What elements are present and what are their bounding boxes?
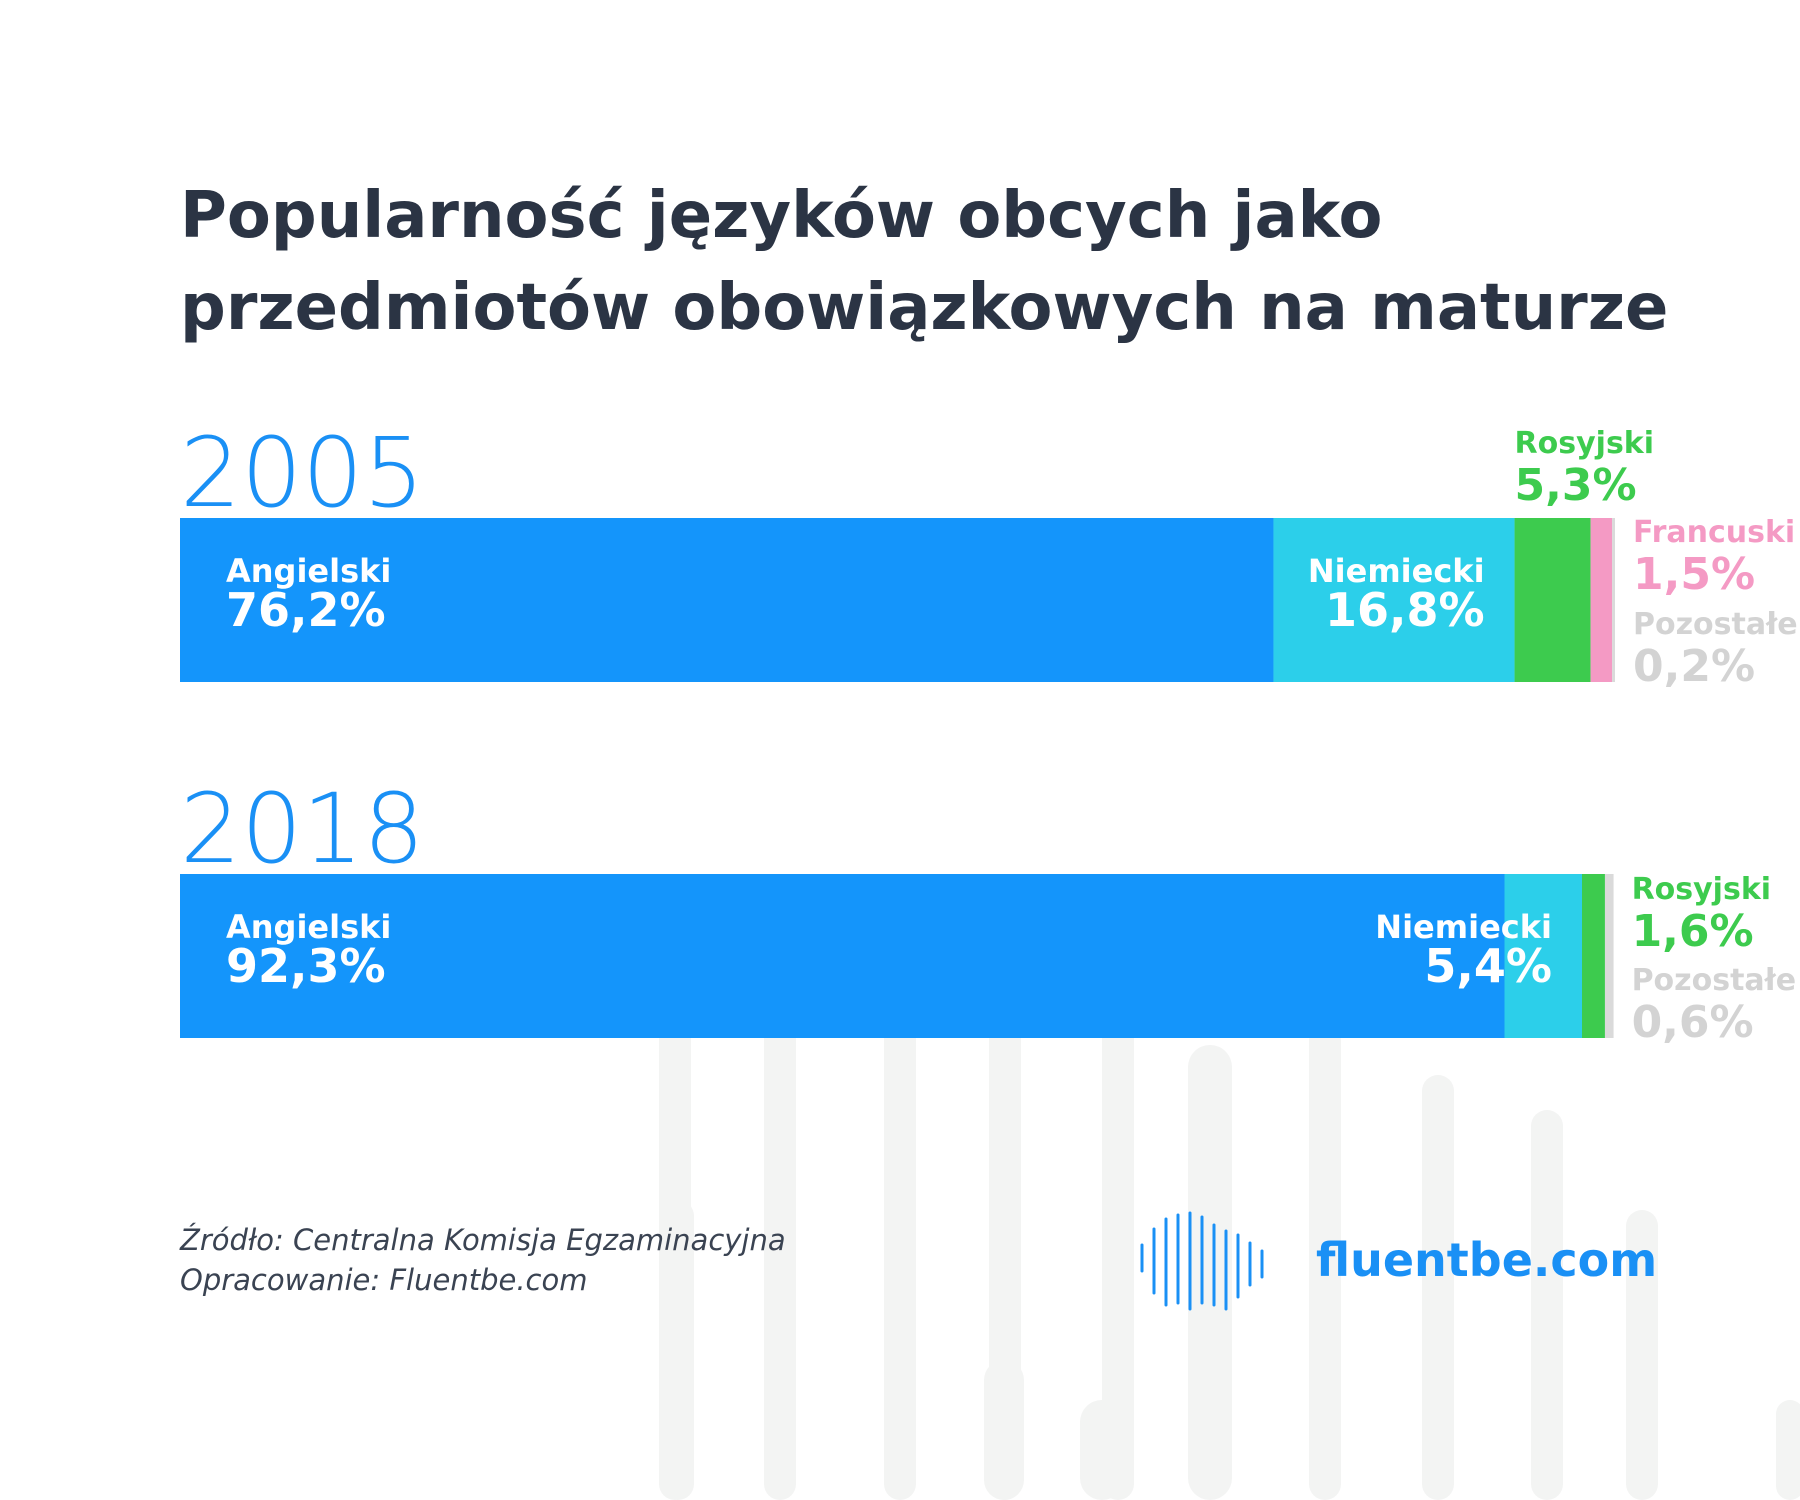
bar-segment xyxy=(180,518,1274,682)
segment-name-label: Angielski xyxy=(226,908,391,946)
background-stripe xyxy=(1080,1400,1124,1500)
segment-value-label: 1,5% xyxy=(1633,549,1755,600)
background-stripe xyxy=(1102,970,1134,1500)
segment-name-label: Rosyjski xyxy=(1515,426,1655,461)
segment-value-label: 76,2% xyxy=(226,583,386,637)
bar-segment xyxy=(1514,518,1591,682)
segment-name-label: Angielski xyxy=(226,552,391,590)
background-stripe xyxy=(1188,1045,1232,1500)
segment-value-label: 0,2% xyxy=(1633,641,1755,692)
soundwave-map-icon xyxy=(1140,1211,1264,1311)
segment-name-label: Francuski xyxy=(1633,515,1795,550)
segment-name-label: Niemiecki xyxy=(1308,552,1485,590)
chart-title-line-1: Popularność języków obcych jako xyxy=(180,179,1383,253)
background-stripe xyxy=(662,1200,694,1500)
bar-segment xyxy=(1581,874,1605,1038)
chart-title-line-2: przedmiotów obowiązkowych na maturze xyxy=(180,271,1669,345)
segment-value-label: 0,6% xyxy=(1632,997,1754,1048)
bar-segment xyxy=(1604,874,1614,1038)
segment-value-label: 92,3% xyxy=(226,939,386,993)
segment-value-label: 5,3% xyxy=(1515,460,1637,511)
background-stripe xyxy=(984,1360,1024,1500)
bar-segment xyxy=(1590,518,1613,682)
segment-value-label: 5,4% xyxy=(1424,939,1552,993)
fluentbe-logo[interactable]: fluentbe.com xyxy=(1138,1205,1657,1315)
chart-title: Popularność języków obcych jako przedmio… xyxy=(180,170,1740,354)
background-stripe xyxy=(1626,1210,1658,1500)
source-note: Źródło: Centralna Komisja Egzaminacyjna … xyxy=(180,1220,786,1300)
background-stripe xyxy=(1309,1025,1341,1500)
year-label: 2018 xyxy=(180,773,424,885)
bar-segment xyxy=(180,874,1505,1038)
bar-segment xyxy=(1273,518,1515,682)
segment-value-label: 16,8% xyxy=(1325,583,1485,637)
bar-segment xyxy=(1504,874,1582,1038)
author-text: Opracowanie: Fluentbe.com xyxy=(180,1263,588,1297)
background-stripe xyxy=(1531,1110,1563,1500)
segment-name-label: Rosyjski xyxy=(1632,872,1772,907)
background-stripe xyxy=(764,900,796,1500)
year-label: 2005 xyxy=(180,417,424,529)
segment-name-label: Niemiecki xyxy=(1375,908,1552,946)
segment-name-label: Pozostałe xyxy=(1633,607,1798,642)
segment-name-label: Pozostałe xyxy=(1632,963,1797,998)
bar-segment xyxy=(1612,518,1615,682)
background-stripe xyxy=(1776,1400,1800,1500)
background-stripe xyxy=(1422,1075,1454,1500)
logo-text: fluentbe.com xyxy=(1316,1233,1658,1287)
segment-value-label: 1,6% xyxy=(1632,906,1754,957)
source-text: Źródło: Centralna Komisja Egzaminacyjna xyxy=(180,1223,786,1257)
